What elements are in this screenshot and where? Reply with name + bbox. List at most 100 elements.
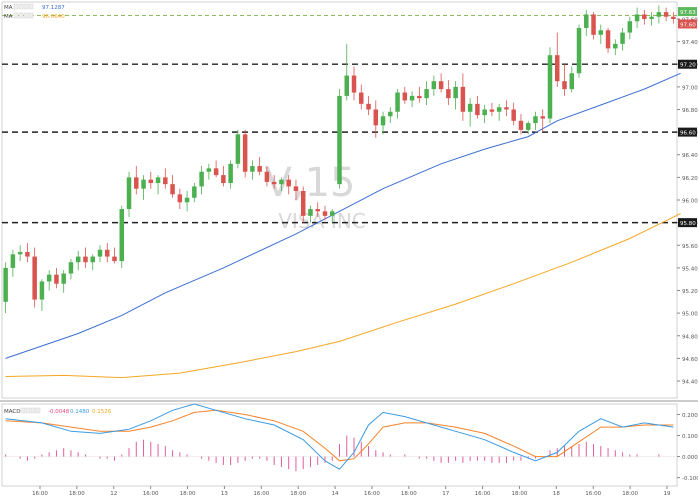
candle-body: [533, 116, 538, 124]
macd-param-box: [25, 407, 31, 414]
candle-body: [250, 166, 255, 172]
y-tick-label: 97.00: [682, 85, 698, 91]
candle-body: [504, 107, 509, 110]
x-tick-label: 16:00: [364, 491, 380, 497]
candle-body: [17, 252, 23, 255]
candle-body: [213, 168, 219, 176]
candle-body: [163, 177, 168, 185]
candle-body: [112, 256, 117, 262]
candle-body: [518, 120, 524, 130]
candle-body: [598, 30, 604, 35]
candle-body: [228, 163, 233, 184]
candle-body: [39, 281, 45, 300]
macd-param-box: [35, 407, 41, 414]
candle-body: [104, 249, 110, 257]
y-tick-label: 96.20: [682, 176, 698, 182]
legend-param-box: [28, 3, 34, 10]
candle-body: [634, 14, 640, 22]
candle-body: [388, 111, 393, 117]
x-tick-label: 13: [221, 491, 228, 497]
candle-body: [83, 256, 88, 263]
candle-body: [380, 116, 386, 126]
legend-param-box: [23, 12, 29, 19]
price-tag-label: 97.60: [680, 22, 696, 28]
candle-body: [475, 103, 480, 116]
candle-body: [126, 177, 132, 210]
legend-param-box: [18, 3, 24, 10]
legend-param-box: [23, 3, 29, 10]
macd-param-box: [30, 407, 36, 414]
legend-param-box: [28, 12, 34, 19]
y-tick-label: 96.80: [682, 108, 698, 114]
candle-body: [119, 209, 125, 262]
candle-body: [293, 186, 299, 191]
x-tick-label: 16:00: [32, 491, 48, 497]
x-tick-label: 18:00: [290, 491, 306, 497]
candle-body: [554, 55, 560, 82]
watermark-name: VISA INC: [278, 209, 366, 233]
candle-body: [235, 134, 241, 164]
candle-body: [547, 55, 553, 119]
candle-body: [417, 95, 422, 99]
candle-body: [489, 109, 495, 112]
candle-body: [257, 166, 262, 172]
x-tick-label: 16:00: [475, 491, 491, 497]
candle-body: [402, 92, 408, 101]
y-tick-label: 94.40: [682, 380, 698, 386]
candle-body: [613, 43, 618, 49]
candle-body: [620, 32, 625, 44]
y-tick-label: 95.20: [682, 289, 698, 295]
candle-body: [351, 75, 357, 93]
candle-body: [605, 30, 611, 49]
level-tag-bg: [678, 59, 697, 69]
candle-body: [206, 168, 212, 172]
level-tag-label: 95.80: [680, 221, 696, 227]
candle-body: [438, 81, 444, 90]
candle-body: [279, 179, 284, 185]
x-tick-label: 16:00: [253, 491, 269, 497]
candle-body: [46, 274, 52, 282]
candle-body: [170, 184, 175, 195]
legend-param-box: [13, 12, 19, 19]
candle-body: [221, 175, 226, 184]
candle-body: [3, 267, 8, 302]
candle-body: [576, 28, 582, 74]
level-tag-label: 96.60: [680, 130, 696, 136]
macd-legend-value: 0.1526: [92, 409, 112, 415]
candle-body: [540, 116, 545, 119]
price-tag-label: 97.63: [680, 10, 696, 16]
level-tag-bg: [678, 218, 697, 228]
macd-signal-line: [5, 409, 674, 462]
candle-body: [242, 134, 248, 172]
macd-pane-frame: [1, 403, 678, 487]
legend-param-box: [18, 12, 24, 19]
candle-body: [584, 14, 589, 29]
candle-body: [155, 177, 161, 184]
candle-body: [395, 92, 400, 112]
candle-body: [25, 252, 30, 257]
legend-label: MA: [4, 5, 13, 11]
candle-body: [337, 95, 342, 185]
candle-body: [671, 16, 676, 19]
candle-body: [322, 211, 328, 216]
candle-body: [177, 194, 183, 203]
candle-body: [315, 209, 320, 212]
candle-body: [61, 273, 66, 284]
candle-body: [525, 123, 531, 130]
candle-body: [199, 171, 204, 187]
candle-body: [446, 89, 451, 99]
candle-body: [663, 12, 669, 17]
candle-body: [460, 86, 466, 112]
price-tag-bg: [678, 19, 697, 29]
x-tick-label: 12: [110, 491, 117, 497]
y-tick-label: 95.40: [682, 266, 698, 272]
candle-body: [656, 12, 662, 17]
candle-body: [134, 177, 139, 189]
ma-fast-line: [5, 72, 681, 359]
candle-body: [649, 16, 654, 19]
y-tick-label: 96.40: [682, 153, 698, 159]
candle-body: [286, 179, 291, 187]
